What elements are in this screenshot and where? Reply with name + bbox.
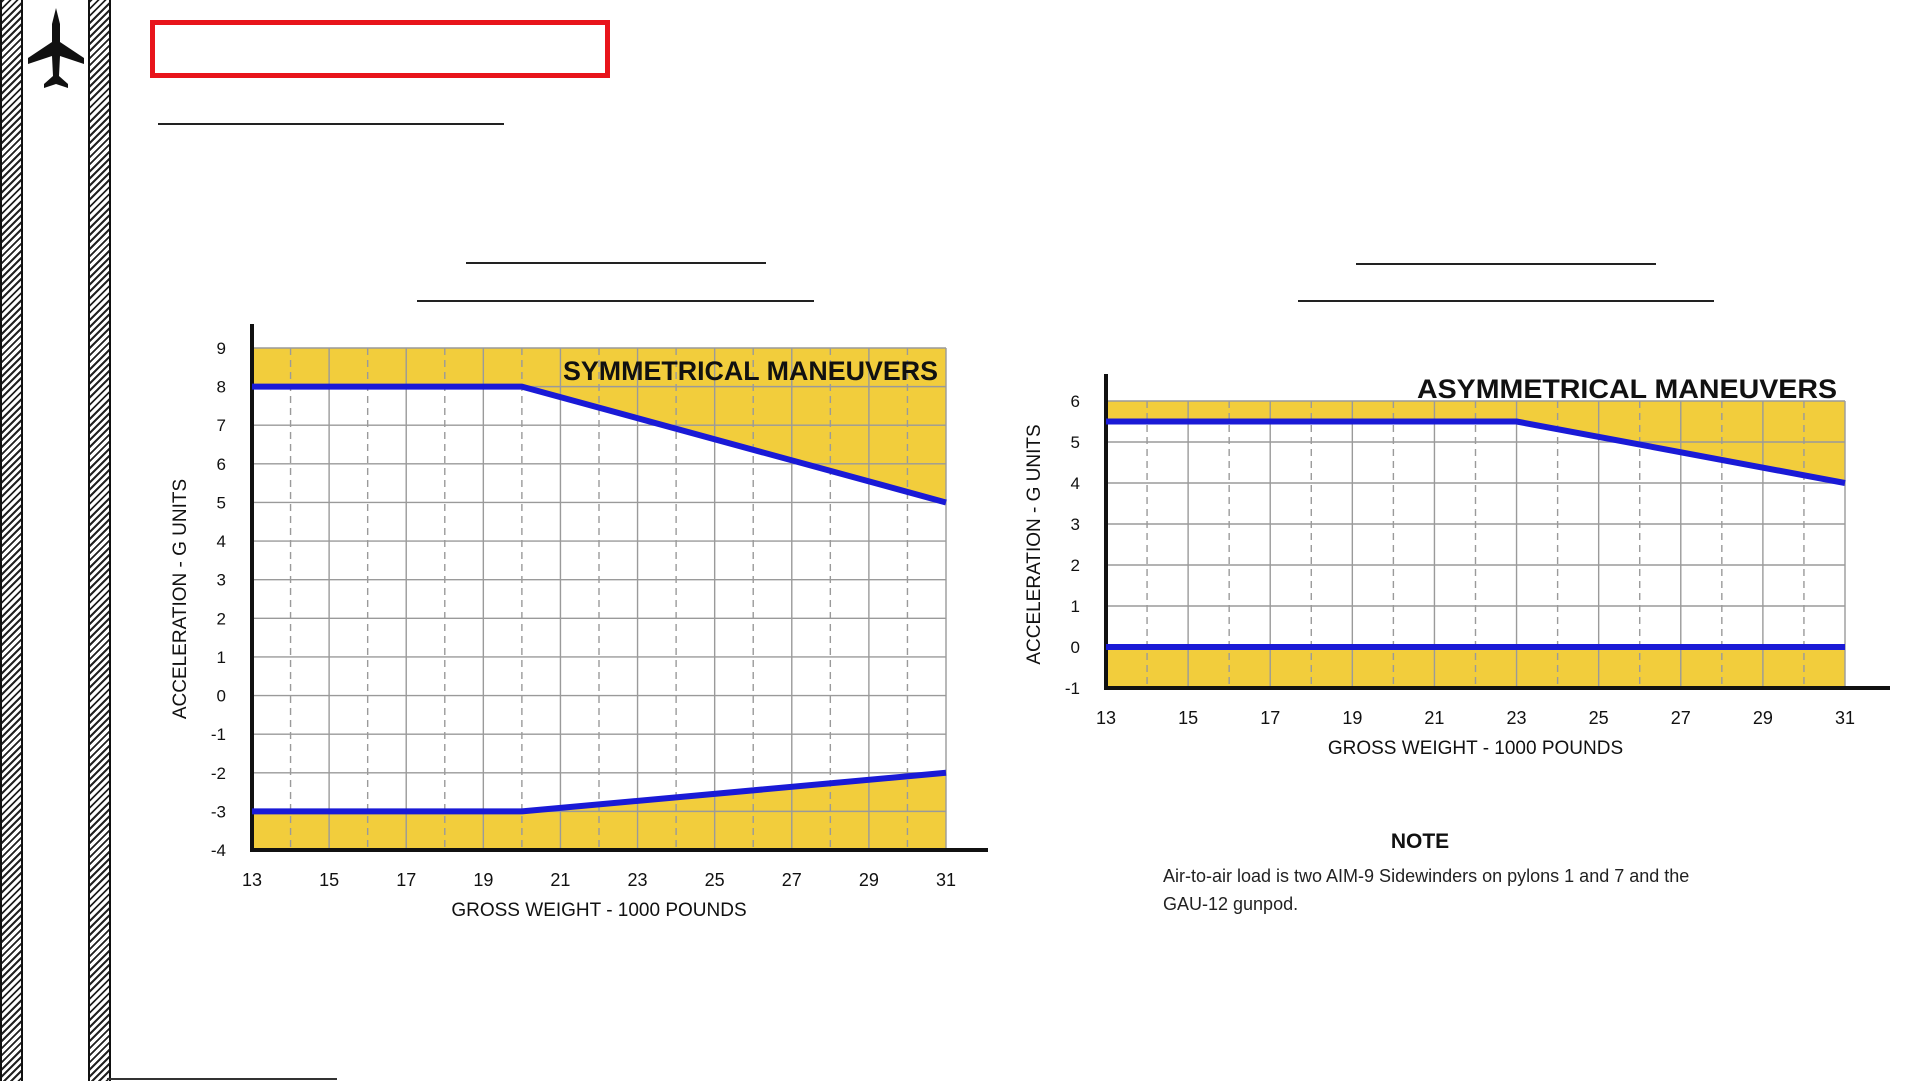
- y-tick-label: 6: [217, 455, 226, 474]
- right-hatched-border: [88, 0, 111, 1081]
- x-tick-label: 23: [1507, 708, 1527, 728]
- x-tick-label: 25: [705, 870, 725, 890]
- y-axis-label: ACCELERATION - G UNITS: [170, 479, 191, 719]
- x-tick-label: 27: [782, 870, 802, 890]
- note-text: Air-to-air load is two AIM-9 Sidewinders…: [1163, 866, 1690, 914]
- y-tick-label: 2: [1071, 556, 1080, 575]
- x-tick-label: 13: [1096, 708, 1116, 728]
- subtitle-underline: [158, 123, 504, 125]
- y-tick-label: 5: [1071, 433, 1080, 452]
- y-tick-label: 0: [1071, 638, 1080, 657]
- note-heading: NOTE: [1390, 830, 1450, 853]
- left-chart-rule-2: [417, 300, 814, 302]
- x-tick-label: 29: [1753, 708, 1773, 728]
- aircraft-icon: [28, 8, 84, 88]
- y-tick-label: -4: [211, 841, 226, 860]
- right-chart-rule-2: [1298, 300, 1714, 302]
- x-tick-label: 15: [1178, 708, 1198, 728]
- x-tick-label: 19: [473, 870, 493, 890]
- y-tick-label: 4: [1071, 474, 1080, 493]
- right-chart-rule-1: [1356, 263, 1656, 265]
- x-tick-label: 27: [1671, 708, 1691, 728]
- x-axis-label: GROSS WEIGHT - 1000 POUNDS: [1328, 738, 1623, 759]
- x-tick-label: 31: [936, 870, 956, 890]
- x-axis-label: GROSS WEIGHT - 1000 POUNDS: [451, 900, 746, 921]
- bottom-rule: [107, 1078, 337, 1080]
- x-tick-label: 13: [242, 870, 262, 890]
- y-tick-label: 5: [217, 493, 226, 512]
- x-tick-label: 21: [550, 870, 570, 890]
- y-tick-label: 1: [1071, 597, 1080, 616]
- y-tick-label: 8: [217, 378, 226, 397]
- chart-title: ASYMMETRICAL MANEUVERS: [1417, 374, 1837, 404]
- x-tick-label: 23: [628, 870, 648, 890]
- y-tick-label: 0: [217, 687, 226, 706]
- x-tick-label: 25: [1589, 708, 1609, 728]
- x-tick-label: 17: [396, 870, 416, 890]
- y-tick-label: -2: [211, 764, 226, 783]
- x-tick-label: 29: [859, 870, 879, 890]
- x-tick-label: 21: [1424, 708, 1444, 728]
- allowed-envelope: [252, 386, 946, 812]
- x-tick-label: 17: [1260, 708, 1280, 728]
- y-tick-label: 2: [217, 609, 226, 628]
- x-tick-label: 15: [319, 870, 339, 890]
- left-chart-rule-1: [466, 262, 766, 264]
- g-limit-line: [252, 769, 947, 815]
- y-tick-label: -1: [1065, 679, 1080, 698]
- title-highlight-box: [150, 20, 610, 78]
- y-tick-label: 9: [217, 339, 226, 358]
- y-tick-label: 3: [1071, 515, 1080, 534]
- g-limit-line: [1106, 418, 1846, 486]
- y-tick-label: -1: [211, 725, 226, 744]
- y-tick-label: 1: [217, 648, 226, 667]
- y-tick-label: 4: [217, 532, 226, 551]
- g-limit-line: [252, 383, 947, 506]
- y-tick-label: 6: [1071, 392, 1080, 411]
- x-tick-label: 19: [1342, 708, 1362, 728]
- left-hatched-border: [0, 0, 23, 1081]
- y-tick-label: -3: [211, 802, 226, 821]
- y-tick-label: 7: [217, 416, 226, 435]
- y-tick-label: 3: [217, 571, 226, 590]
- chart-title: SYMMETRICAL MANEUVERS: [563, 356, 938, 386]
- x-tick-label: 31: [1835, 708, 1855, 728]
- y-axis-label: ACCELERATION - G UNITS: [1024, 424, 1045, 664]
